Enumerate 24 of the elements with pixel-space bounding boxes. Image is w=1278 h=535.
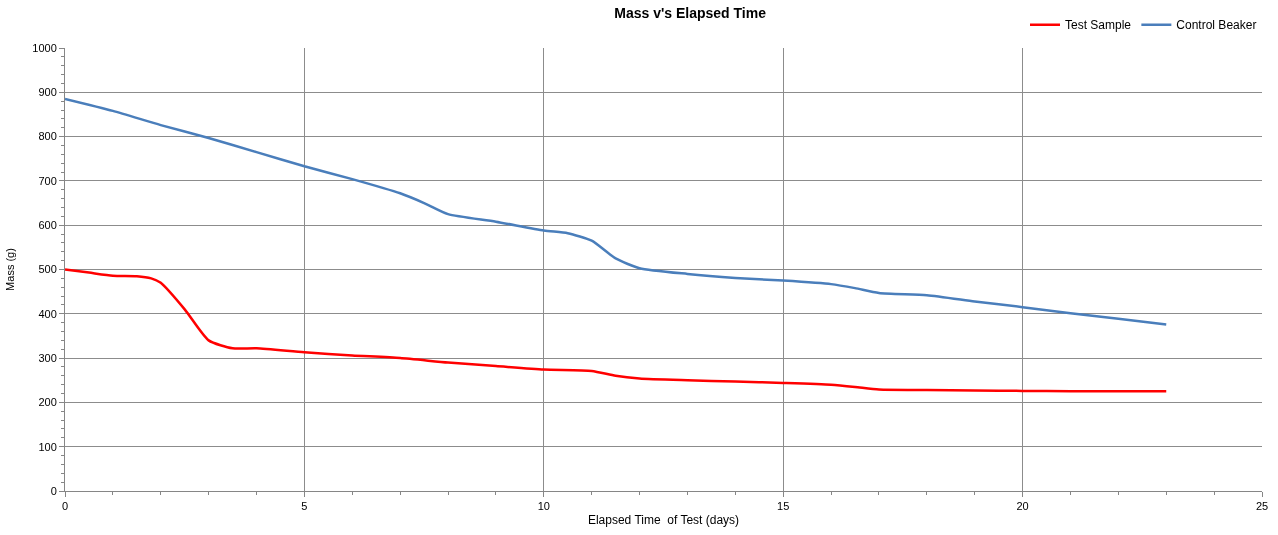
y-tick-label: 300 — [38, 351, 57, 364]
line-series — [65, 268, 1168, 393]
y-tick-label: 400 — [38, 307, 57, 320]
x-tick-label: 0 — [61, 500, 69, 513]
x-tick-label: 15 — [777, 500, 790, 513]
x-tick-label: 25 — [1255, 500, 1269, 513]
y-tick-label: 100 — [38, 440, 57, 453]
legend-label: Control Beaker — [1176, 18, 1257, 33]
line-series — [65, 97, 1168, 326]
legend-label: Test Sample — [1065, 18, 1132, 33]
y-tick-label: 700 — [38, 174, 57, 187]
y-tick-label: 200 — [38, 396, 57, 409]
y-tick-label: 800 — [38, 130, 57, 143]
x-tick-label: 10 — [537, 500, 550, 513]
x-tick-label: 5 — [301, 500, 308, 513]
x-axis-title: Elapsed Time of Test (days) — [587, 513, 740, 528]
y-tick-label: 600 — [38, 219, 57, 232]
y-tick-label: 500 — [38, 263, 57, 276]
y-tick-label: 900 — [38, 86, 57, 99]
y-tick-label: 1000 — [32, 41, 57, 54]
y-axis-title: Mass (g) — [3, 248, 16, 291]
y-tick-label: 0 — [50, 484, 57, 497]
chart-title: Mass v's Elapsed Time — [614, 4, 767, 21]
x-tick-label: 20 — [1016, 500, 1029, 513]
